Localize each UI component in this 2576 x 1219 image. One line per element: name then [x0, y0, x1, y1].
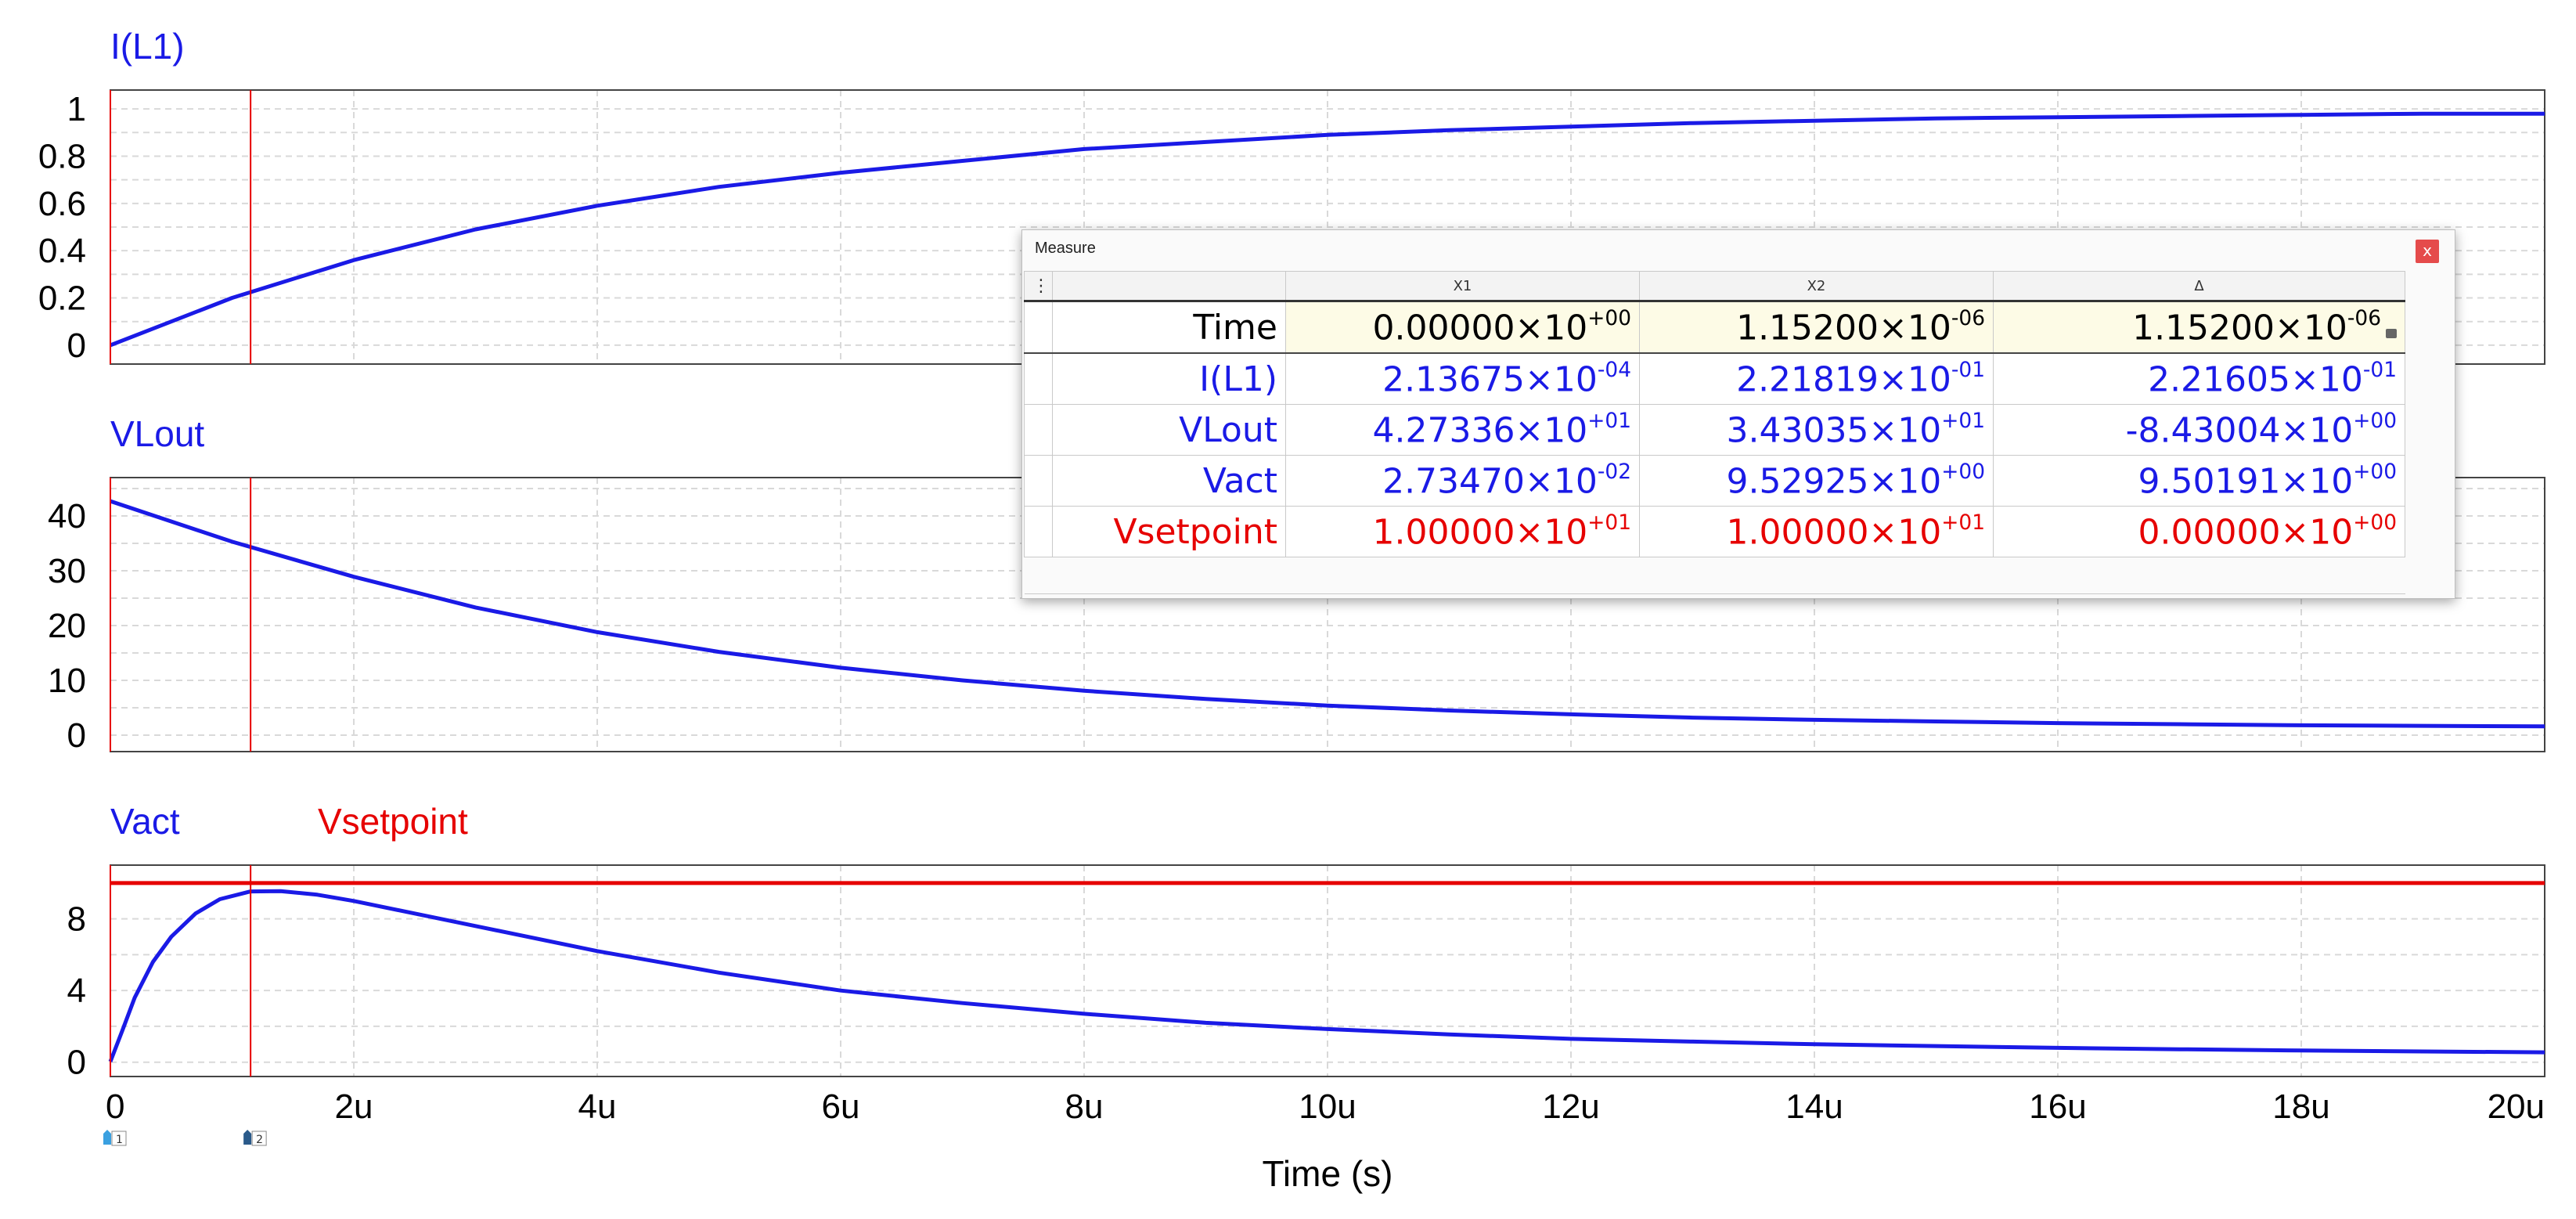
- y-tick-label: 0.4: [38, 232, 86, 270]
- empty-cell: [1639, 557, 1994, 594]
- cell-d: 0.00000×10+00: [1993, 506, 2405, 557]
- y-tick-label: 30: [48, 552, 86, 590]
- y-tick-label: 0: [67, 716, 86, 755]
- series-line-i-l1-: [110, 111, 2545, 348]
- x-tick-label: 6u: [822, 1087, 860, 1126]
- series-line-vact: [108, 889, 2545, 1062]
- row-label: Vact: [1052, 455, 1286, 507]
- measure-table: ⋮ X1 X2 Δ Time 0.00000×10+00 1.15200×10-06…: [1024, 271, 2405, 594]
- cursor-flag-label: 1: [116, 1134, 123, 1146]
- cursor-flag-x1-icon: [103, 1130, 111, 1145]
- measure-window[interactable]: Measure x ⋮ X1 X2 Δ Time 0.00000×10+00 1.1…: [1021, 229, 2455, 599]
- cursor-flag-label: 2: [256, 1134, 263, 1146]
- y-tick-label: 8: [67, 900, 86, 939]
- cursor-flag-box: [111, 1131, 127, 1146]
- x-tick-label: 0: [106, 1087, 124, 1126]
- x-tick-label: 18u: [2272, 1087, 2329, 1126]
- empty-cell: [1285, 557, 1640, 594]
- series-line-vlout: [110, 499, 2545, 729]
- y-tick-label: 0.2: [38, 280, 86, 318]
- y-tick-label: 0: [67, 326, 86, 365]
- column-header-x2: X2: [1639, 271, 1994, 301]
- cell-d: 2.21605×10-01: [1993, 352, 2405, 405]
- x-tick-label: 16u: [2029, 1087, 2086, 1126]
- table-row: VLout 4.27336×10+01 3.43035×10+01 -8.43004×…: [1024, 404, 2405, 456]
- series-title: I(L1): [110, 26, 185, 67]
- cursor-flag-box: [251, 1131, 267, 1146]
- cell-x2: 1.00000×10+01: [1639, 506, 1994, 557]
- x-tick-label: 2u: [335, 1087, 373, 1126]
- cell-x2: 1.15200×10-06: [1639, 300, 1994, 354]
- column-header-x1: X1: [1285, 271, 1640, 301]
- cell-x1: 4.27336×10+01: [1285, 404, 1640, 456]
- x-tick-label: 20u: [2488, 1087, 2545, 1126]
- x-tick-label: 4u: [578, 1087, 617, 1126]
- cell-d: 1.15200×10-06: [1993, 300, 2405, 354]
- cell-x1: 2.73470×10-02: [1285, 455, 1640, 507]
- x-axis-label: Time (s): [1263, 1153, 1393, 1194]
- cursor-flag-x2-icon: [243, 1130, 252, 1145]
- row-grip: [1024, 300, 1053, 354]
- table-row: I(L1) 2.13675×10-04 2.21819×10-01 2.21605×1…: [1024, 352, 2405, 405]
- cell-d: -8.43004×10+00: [1993, 404, 2405, 456]
- table-row: Vact 2.73470×10-02 9.52925×10+00 9.50191×10…: [1024, 455, 2405, 507]
- y-tick-label: 40: [48, 497, 86, 536]
- row-grip: [1024, 352, 1053, 405]
- y-tick-label: 0.6: [38, 185, 86, 223]
- cell-x1: 1.00000×10+01: [1285, 506, 1640, 557]
- x-tick-label: 14u: [1785, 1087, 1843, 1126]
- table-row: Vsetpoint 1.00000×10+01 1.00000×10+01 0.000…: [1024, 506, 2405, 557]
- row-label: Vsetpoint: [1052, 506, 1286, 557]
- row-grip: [1024, 506, 1053, 557]
- row-label: VLout: [1052, 404, 1286, 456]
- table-row-empty: [1024, 557, 2405, 594]
- y-tick-label: 4: [67, 972, 86, 1010]
- header-blank: [1052, 271, 1286, 301]
- table-row: Time 0.00000×10+00 1.15200×10-06 1.15200×10…: [1024, 300, 2405, 354]
- x-tick-label: 10u: [1299, 1087, 1356, 1126]
- row-grip: [1024, 404, 1053, 456]
- column-menu-icon[interactable]: ⋮: [1024, 271, 1053, 301]
- close-button[interactable]: x: [2416, 240, 2439, 263]
- column-header-delta: Δ: [1993, 271, 2405, 301]
- cell-x2: 9.52925×10+00: [1639, 455, 1994, 507]
- empty-cell: [1052, 557, 1286, 594]
- cell-x2: 3.43035×10+01: [1639, 404, 1994, 456]
- cell-x1: 2.13675×10-04: [1285, 352, 1640, 405]
- row-grip: [1024, 455, 1053, 507]
- y-tick-label: 1: [67, 90, 86, 128]
- row-label: I(L1): [1052, 352, 1286, 405]
- row-label: Time: [1052, 300, 1286, 354]
- series-title: VLout: [110, 413, 204, 454]
- y-tick-label: 0.8: [38, 137, 86, 175]
- empty-cell: [1993, 557, 2405, 594]
- cell-x1: 0.00000×10+00: [1285, 300, 1640, 354]
- y-tick-label: 20: [48, 607, 86, 645]
- lock-icon[interactable]: [2386, 328, 2397, 338]
- x-tick-label: 12u: [1542, 1087, 1599, 1126]
- cell-d: 9.50191×10+00: [1993, 455, 2405, 507]
- series-title: Vsetpoint: [318, 801, 468, 842]
- series-title: Vact: [110, 801, 180, 842]
- empty-cell: [1024, 557, 1053, 594]
- y-tick-label: 10: [48, 662, 86, 700]
- cell-x2: 2.21819×10-01: [1639, 352, 1994, 405]
- measure-title: Measure: [1035, 240, 1096, 257]
- x-tick-label: 8u: [1065, 1087, 1104, 1126]
- y-tick-label: 0: [67, 1044, 86, 1082]
